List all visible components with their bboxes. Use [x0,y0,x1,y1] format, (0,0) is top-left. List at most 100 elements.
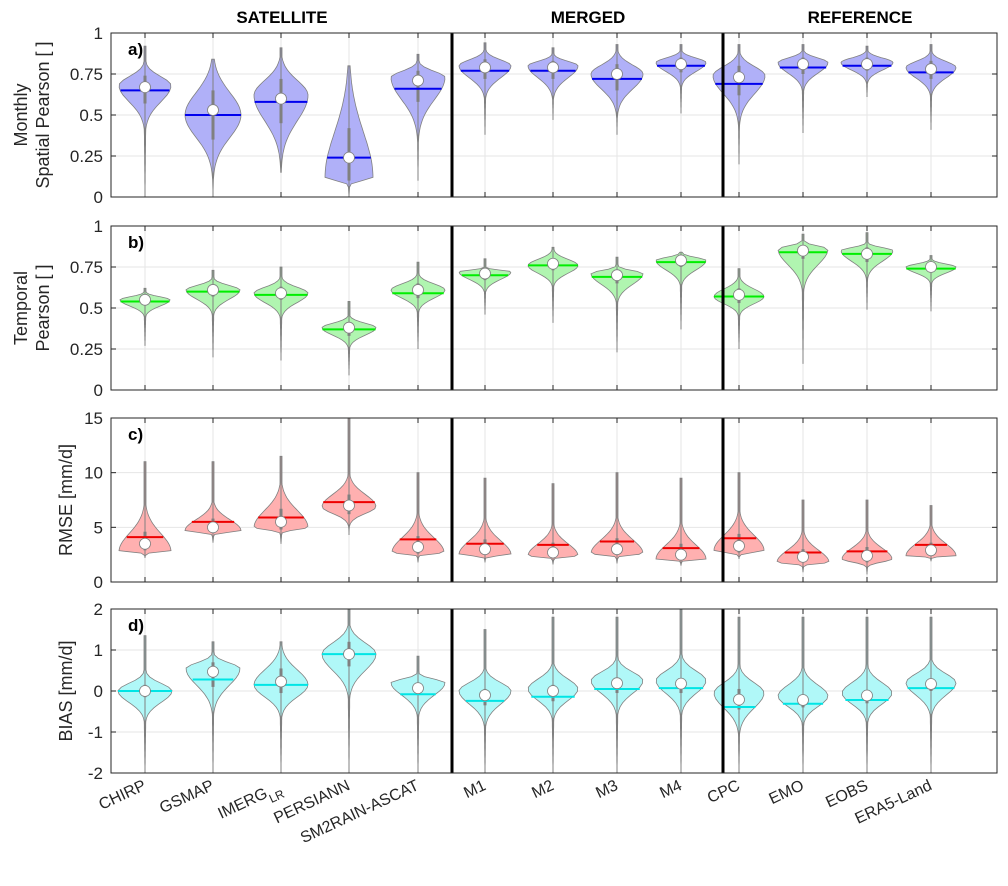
violin-era5-land [905,255,957,312]
median-marker [861,549,873,562]
violin-cpc [713,472,765,560]
y-tick-label: 0 [94,573,103,592]
median-marker [925,261,937,273]
median-marker [479,61,491,74]
median-marker [797,244,809,257]
group-title-merged: MERGED [551,8,626,27]
median-marker [925,63,937,75]
violin-m1 [458,42,512,135]
x-tick-label: GSMAP [157,777,217,817]
median-marker [733,540,745,552]
median-marker [412,541,424,553]
violin-emo [777,233,829,364]
median-marker [207,284,219,296]
median-marker [733,693,745,706]
violin-gsmap [185,641,241,773]
x-tick-label: SM2RAIN-ASCAT [298,777,422,847]
y-axis-label-line: Temporal [11,271,31,345]
x-tick-label: CHIRP [96,777,148,813]
violin-eobs [841,499,893,575]
median-marker [733,71,745,84]
panel-label: b) [128,233,144,252]
median-marker [611,68,623,80]
y-tick-label: -2 [88,764,103,783]
median-marker [611,677,623,690]
y-tick-label: 1 [94,217,103,236]
median-marker [675,548,687,561]
y-tick-label: 0.25 [70,340,103,359]
median-marker [925,678,937,690]
x-tick-label: M4 [657,777,684,802]
violin-m2 [527,47,579,120]
median-marker [675,254,687,267]
panel-c: 0 5 10 15 c) RMSE [mm/d] [56,409,998,592]
median-marker [547,257,559,270]
violin-emo [777,616,829,774]
group-titles: SATELLITE MERGED REFERENCE [236,8,912,27]
median-marker [275,675,287,688]
median-marker [275,515,287,528]
median-marker [412,682,424,695]
violin-gsmap [184,461,242,543]
group-title-satellite: SATELLITE [236,8,327,27]
median-marker [797,58,809,71]
x-tick-label-subscript: LR [267,787,287,806]
y-axis-label-line: RMSE [mm/d] [56,444,76,556]
violin-m3 [590,472,644,564]
violin-m3 [590,256,644,353]
violin-persiann [321,301,377,376]
median-marker [861,58,873,71]
violin-era5-land [905,505,957,562]
median-marker [479,267,491,280]
violin-m2 [527,616,579,774]
median-marker [479,543,491,556]
y-axis-label-line: Monthly [11,83,31,146]
y-tick-label: 10 [84,464,103,483]
x-tick-label: M2 [529,777,556,802]
median-marker [861,247,873,260]
y-axis-label: Temporal Pearson [ ] [11,264,53,351]
median-marker [861,689,873,702]
y-tick-label: 0 [94,682,103,701]
violin-m2 [527,483,579,565]
median-marker [547,61,559,74]
violin-m1 [458,258,512,315]
median-marker [207,521,219,534]
y-tick-label: 0 [94,188,103,207]
y-tick-label: 0.5 [79,299,103,318]
median-marker [412,74,424,87]
violin-persiann [321,417,377,536]
median-marker [343,321,355,334]
axes-frame [110,225,998,391]
panel-label: d) [128,616,144,635]
violin-sm2rain-ascat [390,53,446,181]
y-tick-label: 0.5 [79,106,103,125]
axes-frame [110,417,998,583]
y-tick-label: 15 [84,409,103,428]
median-marker [547,685,559,697]
panel-label: c) [128,425,143,444]
median-marker [797,550,809,563]
violin-m4 [655,44,707,114]
panel-d: -2 -1 0 1 2 d) BIAS [mm/d] [56,600,998,783]
violin-gsmap [185,269,241,358]
panel-label: a) [128,40,143,59]
violin-era5-land [905,44,957,130]
panel-b: 0 0.25 0.5 0.75 1 b) Temporal Pearson [ ] [11,217,998,400]
median-marker [733,288,745,301]
violin-imerg [253,266,309,361]
violin-cpc [713,616,765,774]
violin-persiann [324,65,374,198]
axes-frame [110,608,998,774]
violin-eobs [840,45,894,97]
y-tick-label: 0.75 [70,65,103,84]
y-tick-label: -1 [88,723,103,742]
violin-cpc [712,44,766,165]
y-tick-label: 0.75 [70,258,103,277]
median-marker [611,543,623,556]
median-marker [797,694,809,706]
violin-chirp [118,45,172,197]
violin-imerg [253,641,309,773]
